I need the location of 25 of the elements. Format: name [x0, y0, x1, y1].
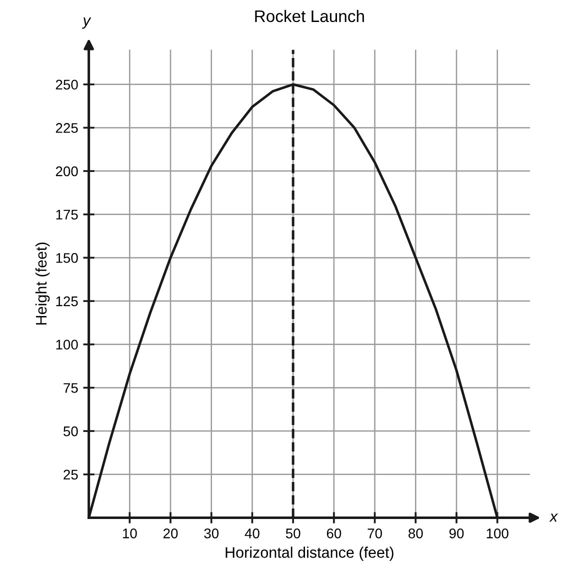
y-tick-label: 75	[64, 383, 78, 393]
y-axis-title: Height (feet)	[35, 242, 50, 324]
x-tick-label: 30	[204, 528, 219, 538]
x-tick-label: 90	[449, 528, 464, 538]
y-tick-label: 250	[56, 80, 78, 90]
x-tick-label: 80	[408, 528, 423, 538]
y-tick-label: 25	[64, 470, 78, 480]
text: y	[82, 18, 92, 29]
x-tick-label: 10	[123, 528, 137, 538]
x-axis-title: Horizontal distance (feet)	[226, 546, 394, 561]
y-tick-label: 175	[56, 210, 78, 220]
text: x	[549, 514, 558, 522]
y-tick-label: 225	[56, 123, 78, 133]
x-tick-label: 70	[368, 528, 382, 538]
y-tick-label: 200	[56, 166, 78, 176]
chart-title: Rocket Launch	[255, 10, 364, 22]
y-tick-label: 125	[56, 296, 78, 306]
x-tick-label: 40	[244, 528, 260, 538]
y-tick-label: 50	[64, 426, 78, 436]
y-tick-label: 100	[56, 340, 78, 350]
x-tick-label: 20	[163, 528, 178, 538]
x-tick-label: 60	[326, 528, 342, 538]
x-tick-label: 50	[286, 528, 300, 538]
x-tick-label: 100	[486, 528, 508, 538]
y-tick-label: 150	[56, 253, 78, 263]
